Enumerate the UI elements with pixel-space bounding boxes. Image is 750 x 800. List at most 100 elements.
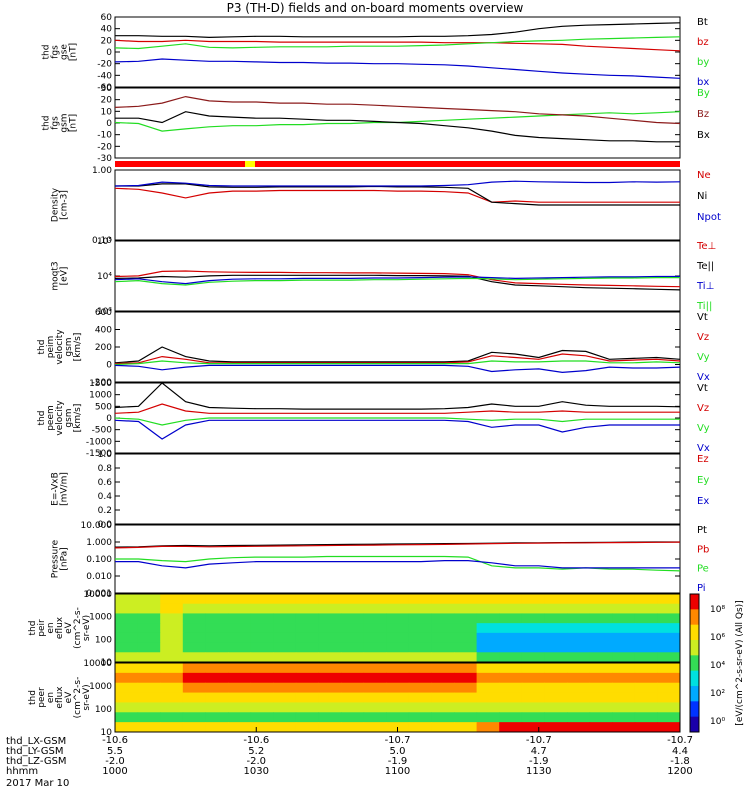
heatmap-cell bbox=[295, 712, 319, 723]
series-line-Bt bbox=[115, 22, 681, 39]
heatmap-cell bbox=[589, 722, 613, 733]
heatmap-cell bbox=[544, 632, 568, 644]
heatmap-cell bbox=[499, 632, 523, 644]
ytick-label: 10 bbox=[101, 658, 113, 668]
series-line-Pb bbox=[114, 541, 681, 549]
heatmap-cell bbox=[137, 613, 161, 624]
panel-ylabel: moqt3[eV] bbox=[51, 261, 70, 290]
heatmap-cell bbox=[318, 672, 342, 684]
heatmap-cell bbox=[386, 663, 410, 674]
heatmap-cell bbox=[386, 652, 410, 663]
heatmap-cell bbox=[634, 663, 658, 674]
heatmap-cell bbox=[634, 603, 658, 614]
ytick-label: -10 bbox=[97, 131, 112, 141]
heatmap-cell bbox=[205, 682, 229, 694]
heatmap-cell bbox=[228, 632, 252, 644]
heatmap-cell bbox=[160, 682, 184, 694]
heatmap-cell bbox=[386, 632, 410, 644]
heatmap-cell bbox=[634, 702, 658, 713]
heatmap-cell bbox=[160, 712, 184, 723]
colorbar-tick-label: 10⁴ bbox=[710, 661, 725, 671]
xaxis-row-label: thd_LX-GSM bbox=[6, 736, 66, 747]
ytick-label: 0.100 bbox=[86, 555, 112, 565]
heatmap-cell bbox=[499, 594, 523, 605]
legend-label: Pt bbox=[697, 525, 707, 536]
heatmap-cell bbox=[567, 603, 591, 614]
heatmap-cell bbox=[431, 672, 455, 684]
heatmap-cell bbox=[499, 623, 523, 634]
heatmap-cell bbox=[612, 663, 636, 674]
legend-label: Te|| bbox=[696, 261, 714, 272]
heatmap-cell bbox=[567, 652, 591, 663]
heatmap-cell bbox=[341, 722, 365, 733]
heatmap-cell bbox=[205, 642, 229, 653]
heatmap-cell bbox=[499, 613, 523, 624]
heatmap-cell bbox=[160, 692, 184, 703]
heatmap-cell bbox=[386, 702, 410, 713]
heatmap-cell bbox=[454, 632, 478, 644]
heatmap-cell bbox=[476, 702, 500, 713]
heatmap-cell bbox=[273, 672, 297, 684]
heatmap-cell bbox=[137, 623, 161, 634]
panel-frame-7 bbox=[114, 453, 681, 525]
series-line-Te|| bbox=[114, 274, 681, 291]
panel-ylabel: Density[cm-3] bbox=[51, 187, 70, 222]
ytick-label: 10⁴ bbox=[97, 272, 112, 282]
legend-label: Pe bbox=[697, 564, 709, 575]
heatmap-cell bbox=[544, 722, 568, 733]
heatmap-cell bbox=[454, 663, 478, 674]
heatmap-cell bbox=[228, 672, 252, 684]
heatmap-cell bbox=[408, 722, 432, 733]
heatmap-cell bbox=[521, 603, 545, 614]
heatmap-cell bbox=[318, 603, 342, 614]
heatmap-cell bbox=[499, 652, 523, 663]
heatmap-cell bbox=[567, 722, 591, 733]
heatmap-cell bbox=[115, 642, 139, 653]
heatmap-cell bbox=[115, 652, 139, 663]
ytick-label: 10000 bbox=[83, 590, 112, 600]
legend-label: Vy bbox=[697, 423, 710, 434]
heatmap-cell bbox=[318, 613, 342, 624]
xaxis-row-label: hhmm bbox=[6, 766, 38, 777]
heatmap-cell bbox=[567, 594, 591, 605]
heatmap-cell bbox=[250, 623, 274, 634]
heatmap-cell bbox=[454, 692, 478, 703]
heatmap-cell bbox=[408, 594, 432, 605]
heatmap-cell bbox=[589, 623, 613, 634]
legend-label: Ni bbox=[697, 191, 707, 202]
heatmap-cell bbox=[115, 712, 139, 723]
heatmap-cell bbox=[408, 603, 432, 614]
ytick-label: 60 bbox=[101, 13, 113, 23]
heatmap-cell bbox=[499, 663, 523, 674]
heatmap-cell bbox=[182, 672, 206, 684]
heatmap-cell bbox=[567, 663, 591, 674]
heatmap-cell bbox=[657, 652, 681, 663]
panel-ylabel: Pressure[nPa] bbox=[51, 539, 70, 578]
heatmap-cell bbox=[454, 672, 478, 684]
heatmap-cell bbox=[634, 642, 658, 653]
heatmap-cell bbox=[228, 722, 252, 733]
legend-label: bx bbox=[697, 77, 709, 88]
heatmap-cell bbox=[250, 722, 274, 733]
heatmap-cell bbox=[205, 623, 229, 634]
ytick-label: 1000 bbox=[89, 682, 112, 692]
series-line-Vx bbox=[114, 364, 681, 374]
legend-label: Bt bbox=[697, 17, 708, 28]
heatmap-cell bbox=[205, 594, 229, 605]
legend-label: Ne bbox=[697, 170, 711, 181]
colorbar-segment bbox=[690, 716, 699, 733]
heatmap-cell bbox=[318, 712, 342, 723]
xaxis-row-value: 5.2 bbox=[248, 746, 264, 757]
ytick-label: 0.010 bbox=[86, 572, 112, 582]
ytick-label: 100 bbox=[95, 705, 112, 715]
heatmap-cell bbox=[318, 663, 342, 674]
heatmap-cell bbox=[318, 702, 342, 713]
heatmap-cell bbox=[205, 632, 229, 644]
heatmap-cell bbox=[160, 652, 184, 663]
xaxis-row-value: 1000 bbox=[102, 766, 127, 777]
heatmap-cell bbox=[228, 623, 252, 634]
heatmap-cell bbox=[228, 603, 252, 614]
ytick-label: 600 bbox=[95, 308, 112, 318]
heatmap-cell bbox=[567, 702, 591, 713]
